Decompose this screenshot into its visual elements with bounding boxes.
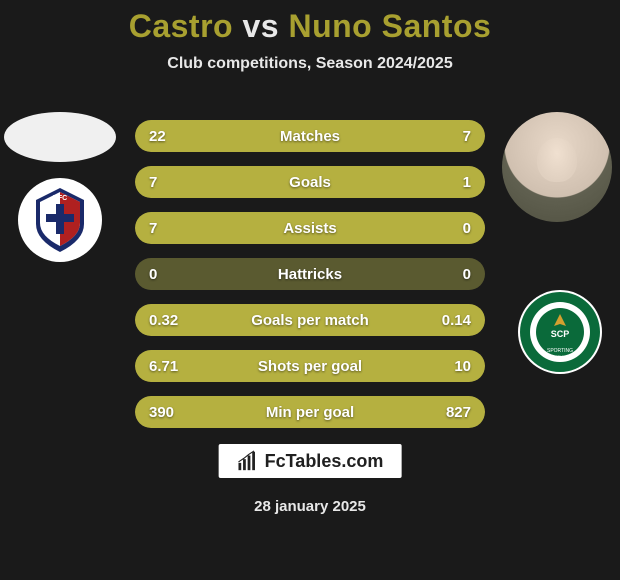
player2-avatar bbox=[502, 112, 612, 222]
stat-label: Assists bbox=[197, 220, 423, 237]
stat-row: 390Min per goal827 bbox=[135, 396, 485, 428]
stat-label: Goals per match bbox=[197, 312, 423, 329]
stat-label: Shots per goal bbox=[197, 358, 423, 375]
stat-value-right: 0.14 bbox=[423, 312, 485, 329]
subtitle: Club competitions, Season 2024/2025 bbox=[0, 55, 620, 73]
stat-value-right: 0 bbox=[423, 266, 485, 283]
stat-value-left: 6.71 bbox=[135, 358, 197, 375]
stat-label: Goals bbox=[197, 174, 423, 191]
stat-value-left: 390 bbox=[135, 404, 197, 421]
stat-value-left: 22 bbox=[135, 128, 197, 145]
player1-name: Castro bbox=[129, 8, 233, 44]
stat-row: 7Goals1 bbox=[135, 166, 485, 198]
player1-club-logo: BFC bbox=[18, 178, 102, 262]
stat-label: Hattricks bbox=[197, 266, 423, 283]
stat-value-right: 0 bbox=[423, 220, 485, 237]
svg-text:PORTUGAL: PORTUGAL bbox=[549, 354, 572, 359]
player2-name: Nuno Santos bbox=[288, 8, 491, 44]
branding-badge: FcTables.com bbox=[219, 444, 402, 478]
player2-club-logo: SCP SPORTING PORTUGAL bbox=[518, 290, 602, 374]
stat-row: 7Assists0 bbox=[135, 212, 485, 244]
stat-row: 22Matches7 bbox=[135, 120, 485, 152]
stat-value-right: 7 bbox=[423, 128, 485, 145]
stat-value-left: 7 bbox=[135, 220, 197, 237]
stat-value-left: 0.32 bbox=[135, 312, 197, 329]
stat-value-left: 7 bbox=[135, 174, 197, 191]
stat-value-right: 1 bbox=[423, 174, 485, 191]
stat-row: 0Hattricks0 bbox=[135, 258, 485, 290]
chart-icon bbox=[237, 450, 259, 472]
comparison-title: Castro vs Nuno Santos bbox=[0, 0, 620, 45]
stat-label: Min per goal bbox=[197, 404, 423, 421]
stat-row: 0.32Goals per match0.14 bbox=[135, 304, 485, 336]
player1-avatar bbox=[4, 112, 116, 162]
branding-text: FcTables.com bbox=[265, 451, 384, 472]
vs-text: vs bbox=[242, 8, 279, 44]
stat-row: 6.71Shots per goal10 bbox=[135, 350, 485, 382]
date-text: 28 january 2025 bbox=[0, 498, 620, 515]
stat-value-right: 10 bbox=[423, 358, 485, 375]
svg-text:BFC: BFC bbox=[53, 195, 67, 202]
stat-value-left: 0 bbox=[135, 266, 197, 283]
stat-value-right: 827 bbox=[423, 404, 485, 421]
stats-container: 22Matches77Goals17Assists00Hattricks00.3… bbox=[135, 120, 485, 442]
svg-text:SCP: SCP bbox=[551, 329, 570, 339]
stat-label: Matches bbox=[197, 128, 423, 145]
